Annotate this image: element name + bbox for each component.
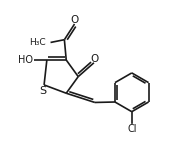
- Text: HO: HO: [18, 55, 33, 65]
- Text: S: S: [39, 86, 46, 96]
- Text: Cl: Cl: [127, 124, 137, 134]
- Text: O: O: [90, 54, 98, 64]
- Text: H₃C: H₃C: [29, 38, 46, 47]
- Text: O: O: [71, 15, 79, 25]
